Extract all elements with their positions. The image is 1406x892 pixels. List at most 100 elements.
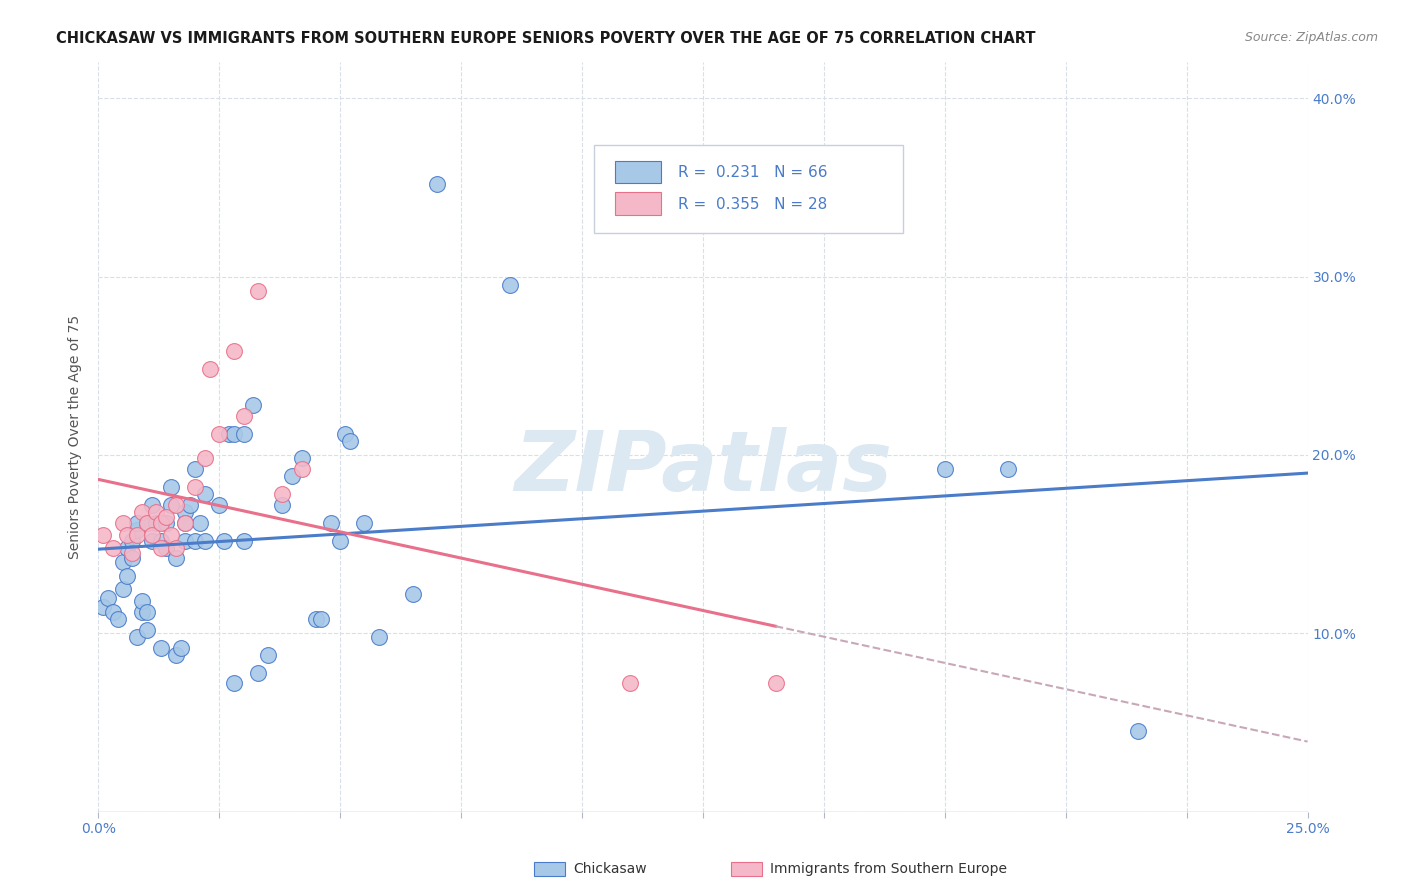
Point (232, 426, 254, 441)
Point (765, 676, 787, 690)
Point (111, 516, 134, 530)
Text: Chickasaw: Chickasaw (574, 862, 647, 876)
Point (127, 516, 149, 530)
Point (290, 451, 312, 466)
Point (91, 599, 114, 614)
Point (218, 426, 240, 441)
Point (305, 612, 328, 626)
Point (174, 516, 197, 530)
Point (141, 498, 163, 512)
Point (290, 462, 312, 476)
Point (150, 533, 173, 548)
Point (619, 676, 641, 690)
Point (150, 541, 173, 555)
Point (426, 177, 449, 191)
Point (271, 498, 294, 512)
FancyBboxPatch shape (595, 145, 903, 234)
Point (281, 469, 304, 483)
Point (498, 278, 520, 293)
Point (135, 516, 157, 530)
Point (184, 533, 207, 548)
Point (271, 487, 294, 501)
Point (145, 505, 167, 519)
FancyBboxPatch shape (614, 161, 661, 183)
Point (155, 541, 177, 555)
Point (232, 533, 254, 548)
Point (117, 569, 139, 583)
Point (402, 587, 425, 601)
Point (329, 533, 352, 548)
Point (188, 516, 211, 530)
Text: ZIPatlas: ZIPatlas (515, 426, 891, 508)
Point (208, 426, 231, 441)
Point (194, 533, 217, 548)
Point (174, 505, 197, 519)
Point (179, 498, 201, 512)
Point (165, 541, 187, 555)
Text: R =  0.231   N = 66: R = 0.231 N = 66 (678, 165, 827, 180)
Text: CHICKASAW VS IMMIGRANTS FROM SOUTHERN EUROPE SENIORS POVERTY OVER THE AGE OF 75 : CHICKASAW VS IMMIGRANTS FROM SOUTHERN EU… (56, 31, 1036, 46)
Point (135, 605, 157, 619)
Point (242, 398, 264, 412)
Point (319, 516, 342, 530)
Point (208, 498, 231, 512)
Point (232, 409, 254, 423)
Point (160, 498, 183, 512)
Point (165, 648, 187, 662)
Point (150, 516, 173, 530)
Point (141, 533, 163, 548)
Point (198, 362, 221, 376)
Point (131, 605, 153, 619)
Point (141, 528, 163, 542)
Point (333, 426, 356, 441)
Point (247, 665, 270, 680)
Point (107, 612, 129, 626)
Point (194, 451, 217, 466)
Point (165, 498, 187, 512)
Point (127, 630, 149, 644)
Point (165, 551, 187, 566)
Point (135, 623, 157, 637)
Text: R =  0.355   N = 28: R = 0.355 N = 28 (678, 196, 827, 211)
Point (339, 434, 361, 448)
Point (309, 612, 332, 626)
Point (145, 516, 167, 530)
Point (101, 605, 124, 619)
Y-axis label: Seniors Poverty Over the Age of 75: Seniors Poverty Over the Age of 75 (69, 315, 83, 559)
Point (212, 533, 235, 548)
Point (247, 284, 270, 298)
Point (222, 676, 245, 690)
Point (160, 480, 183, 494)
Point (155, 510, 177, 524)
Point (150, 640, 173, 655)
Point (101, 541, 124, 555)
Text: Source: ZipAtlas.com: Source: ZipAtlas.com (1244, 31, 1378, 45)
Point (184, 480, 207, 494)
Point (121, 533, 143, 548)
Point (135, 516, 157, 530)
Point (127, 528, 149, 542)
Point (368, 630, 391, 644)
Point (117, 541, 139, 555)
Point (127, 523, 149, 537)
Point (97, 591, 120, 605)
Point (91, 528, 114, 542)
Point (155, 516, 177, 530)
Point (131, 594, 153, 608)
Point (1128, 724, 1150, 739)
Point (111, 555, 134, 569)
Point (160, 528, 183, 542)
FancyBboxPatch shape (614, 192, 661, 215)
Text: Immigrants from Southern Europe: Immigrants from Southern Europe (770, 862, 1008, 876)
Point (174, 533, 197, 548)
Point (117, 528, 139, 542)
Point (222, 426, 245, 441)
Point (111, 582, 134, 596)
Point (934, 462, 956, 476)
Point (353, 516, 375, 530)
Point (121, 551, 143, 566)
Point (131, 505, 153, 519)
Point (121, 546, 143, 560)
Point (256, 648, 278, 662)
Point (169, 640, 191, 655)
